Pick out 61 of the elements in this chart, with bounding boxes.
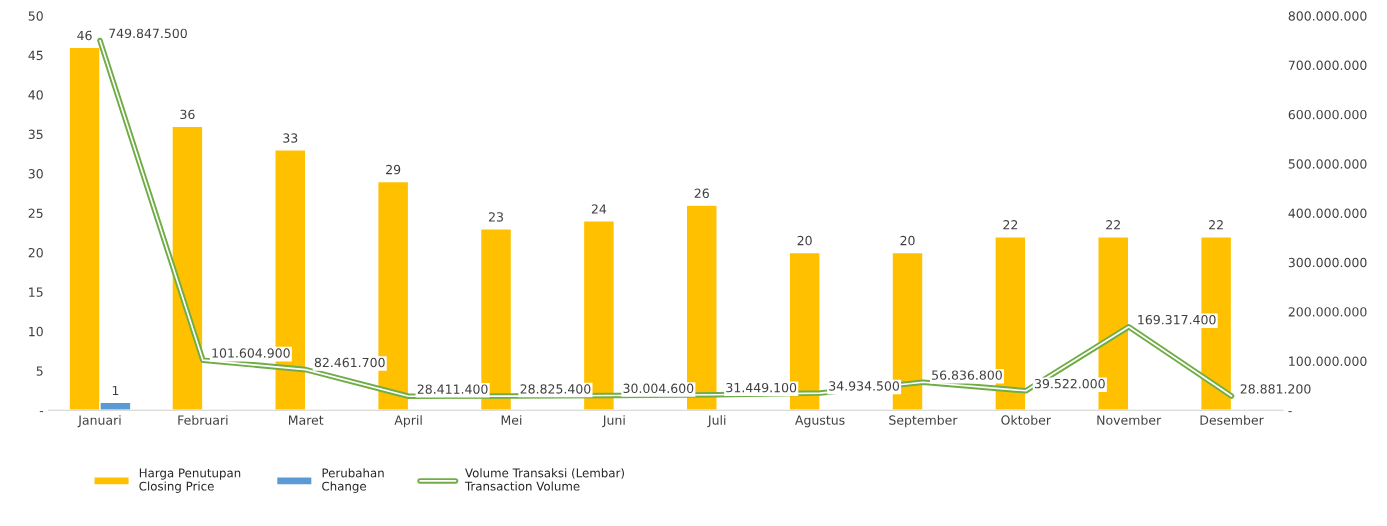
y-tick-label: 5 — [36, 366, 43, 376]
y-tick-label: 45 — [28, 50, 43, 61]
y2-tick-label: 800.000.000 — [1288, 11, 1367, 21]
data-label: 749.847.500 — [109, 28, 187, 39]
data-label: 22 — [1003, 220, 1018, 230]
y-tick-label: 50 — [28, 11, 43, 21]
y2-tick-label: 100.000.000 — [1289, 356, 1367, 366]
y-tick-label: 25 — [28, 208, 43, 218]
y-tick-label: 15 — [29, 287, 43, 297]
data-label: 36 — [180, 109, 195, 120]
x-tick-label: Mei — [501, 415, 522, 425]
data-label: 20 — [797, 235, 812, 246]
bar — [171, 125, 204, 411]
legend-label: Harga Penutupan Closing Price — [139, 468, 241, 493]
data-label: 24 — [591, 204, 607, 214]
y2-tick-label: 300.000.000 — [1288, 257, 1367, 268]
x-tick-label: November — [1097, 415, 1162, 425]
x-tick-label: September — [889, 415, 958, 428]
x-tick-label: Agustus — [795, 415, 845, 428]
legend-label: Perubahan Change — [322, 468, 384, 493]
data-label: 169.317.400 — [1138, 314, 1216, 325]
y2-tick-label: 200.000.000 — [1288, 307, 1367, 317]
y2-tick-label: 600.000.000 — [1288, 109, 1367, 120]
data-label: 22 — [1106, 220, 1120, 230]
y-tick-label: 30 — [28, 169, 43, 179]
data-label: 1 — [112, 385, 119, 396]
x-tick-label: Januari — [77, 415, 121, 428]
data-label: 56.836.800 — [932, 370, 1002, 380]
x-tick-label: Oktober — [1001, 415, 1051, 425]
x-tick-label: Maret — [289, 415, 324, 425]
x-tick-label: Juli — [707, 415, 726, 428]
y-tick-label: - — [39, 411, 44, 413]
y-tick-label: 40 — [28, 90, 43, 100]
data-label: 28.881.200 — [1240, 384, 1311, 394]
data-label: 39.522.000 — [1034, 378, 1105, 389]
y-tick-label: 35 — [28, 129, 43, 140]
x-tick-label: Juni — [602, 415, 625, 428]
x-tick-label: Februari — [178, 415, 228, 425]
y2-tick-label: - — [1288, 411, 1292, 413]
data-label: 23 — [488, 212, 503, 222]
data-label: 30.004.600 — [623, 383, 694, 394]
data-label: 28.411.400 — [417, 384, 488, 394]
data-label: 33 — [283, 133, 298, 143]
data-label: 26 — [694, 188, 709, 198]
y-tick-label: 20 — [28, 247, 43, 258]
data-label: 29 — [386, 164, 401, 175]
data-label: 34.934.500 — [829, 381, 900, 391]
data-label: 82.461.700 — [314, 357, 385, 368]
y-tick-label: 10 — [29, 326, 43, 337]
y2-tick-label: 400.000.000 — [1288, 208, 1367, 218]
data-label: 31.449.100 — [726, 382, 797, 393]
data-label: 20 — [900, 235, 915, 246]
data-label: 22 — [1209, 220, 1223, 230]
x-tick-label: April — [394, 415, 422, 428]
data-label: 101.604.900 — [212, 348, 290, 358]
data-label: 28.825.400 — [520, 384, 591, 394]
data-label: 46 — [77, 30, 92, 41]
x-tick-label: Desember — [1200, 415, 1264, 425]
y2-tick-label: 700.000.000 — [1288, 60, 1367, 71]
legend-label: Volume Transaksi (Lembar) Transaction Volume — [464, 468, 624, 491]
y2-tick-label: 500.000.000 — [1288, 159, 1367, 169]
